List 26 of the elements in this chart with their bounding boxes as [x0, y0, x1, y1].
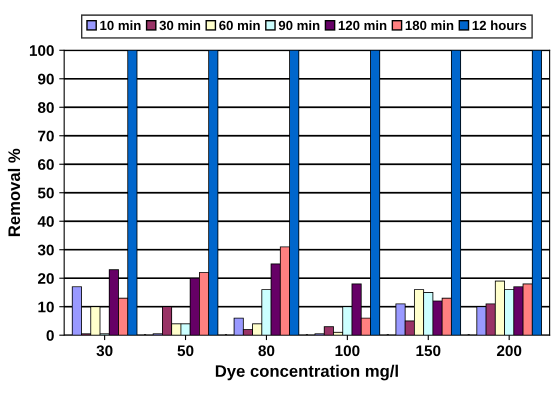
x-tick-label: 100 [336, 345, 360, 356]
y-tick-label: 10 [38, 302, 54, 312]
legend-label: 120 min [338, 20, 386, 30]
y-tick-label: 100 [30, 45, 54, 56]
x-axis-title: Dye concentration mg/l [216, 364, 398, 380]
legend-label: 12 hours [472, 20, 526, 30]
x-tick-label: 50 [178, 345, 194, 356]
y-tick-label: 0 [46, 330, 54, 341]
legend-label: 90 min [278, 20, 320, 30]
legend-label: 30 min [159, 20, 200, 30]
y-tick-label: 80 [38, 102, 54, 113]
y-axis-title: Removal % [8, 148, 20, 236]
x-tick-label: 200 [496, 345, 522, 356]
legend-label: 10 min [100, 20, 140, 30]
y-tick-label: 70 [38, 130, 54, 142]
x-tick-label: 80 [258, 345, 274, 356]
y-tick-label: 30 [38, 244, 54, 256]
y-tick-label: 90 [38, 74, 54, 84]
y-tick-label: 50 [38, 188, 54, 198]
y-tick-label: 20 [38, 273, 54, 284]
legend-label: 60 min [219, 20, 260, 30]
y-tick-label: 40 [38, 216, 54, 227]
legend-label: 180 min [406, 20, 454, 30]
x-tick-label: 30 [96, 345, 112, 356]
x-tick-label: 150 [416, 345, 440, 356]
y-tick-label: 60 [38, 159, 54, 170]
